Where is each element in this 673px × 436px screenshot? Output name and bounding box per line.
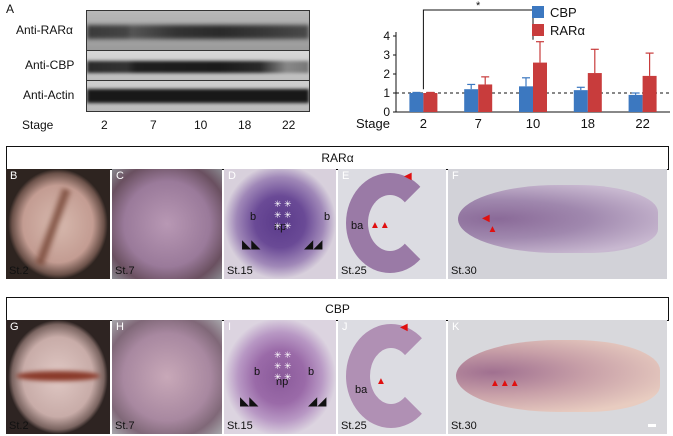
arrowhead-left-i: ◣◣	[240, 394, 259, 408]
stage-label-k: St.30	[451, 420, 477, 432]
stage-label-f: St.30	[451, 265, 477, 277]
embryo-photo-k: K ▲▲▲ St.30	[448, 320, 667, 434]
red-arrowheads-e: ▲▲	[370, 220, 390, 231]
significance-star: *	[476, 0, 481, 12]
panel-letter-d: D	[228, 170, 236, 182]
bar-CBP-18	[573, 90, 588, 112]
y-tick-label-1: 1	[383, 86, 390, 100]
panel-letter-e: E	[342, 170, 350, 182]
y-tick-label-4: 4	[383, 29, 390, 43]
bar-CBP-10	[519, 86, 533, 112]
star-marks-d: ✳ ✳ ✳ ✳ ✳ ✳	[274, 199, 292, 231]
red-arrowhead-j: ▲	[376, 376, 386, 387]
x-tick-label-2: 2	[420, 116, 427, 131]
embryo-photo-h: H St.7	[112, 320, 222, 434]
embryo-photo-b: B St.2	[6, 169, 110, 279]
label-ba-e: ba	[351, 220, 364, 232]
legend-label-RARα: RARα	[550, 23, 585, 38]
panel-letter-a: A	[6, 2, 15, 16]
panel-letter-c: C	[116, 170, 124, 182]
label-ba-j: ba	[355, 384, 368, 396]
stage-label-c: St.7	[115, 265, 135, 277]
bar-RARα-7	[478, 84, 493, 112]
panel-letter-i: I	[228, 321, 232, 333]
label-np-i: np	[276, 376, 289, 388]
blot-actin	[86, 80, 310, 112]
panel-letter-b: B	[10, 170, 18, 182]
x-tick-label-22: 22	[635, 116, 649, 131]
label-b-left-d: b	[250, 211, 257, 223]
red-arrowhead-top-e: ◀	[404, 171, 412, 182]
embryo-photo-j: J ba ▲ ◀ St.25	[338, 320, 446, 434]
bar-RARα-2	[423, 93, 438, 112]
y-tick-label-0: 0	[383, 105, 390, 119]
arrowhead-right-i: ◢◢	[308, 394, 327, 408]
panel-letter-h: H	[116, 321, 124, 333]
legend-swatch-RARα	[532, 24, 544, 36]
blot-stage-10: 10	[194, 118, 208, 132]
embryo-photo-i: I b np b ✳ ✳ ✳ ✳ ✳ ✳ ◣◣ ◢◢ St.15	[224, 320, 336, 434]
blot-label-rar: Anti-RARα	[16, 23, 73, 37]
stage-label-h: St.7	[115, 420, 135, 432]
x-tick-label-7: 7	[475, 116, 482, 131]
bar-CBP-22	[628, 94, 643, 112]
y-tick-label-2: 2	[383, 67, 390, 81]
red-arrowheads-f: ◀ ▲	[482, 213, 498, 235]
cbp-section-header: CBP	[6, 297, 669, 321]
stage-label-i: St.15	[227, 420, 253, 432]
embryo-photo-c: C St.7	[112, 169, 222, 279]
legend-swatch-CBP	[532, 6, 544, 18]
embryo-photo-e: E ba ▲▲ ◀ St.25	[338, 169, 446, 279]
x-tick-label-10: 10	[526, 116, 540, 131]
bar-chart: 0 1 2 3 4 2 7 10 18 22 Stage * CBP RARα	[356, 0, 670, 131]
blot-stage-label: Stage	[22, 118, 54, 132]
panel-letter-f: F	[452, 170, 459, 182]
blot-rar	[86, 10, 310, 52]
label-b-left-i: b	[254, 366, 261, 378]
bar-RARα-22	[642, 75, 657, 112]
blot-stage-2: 2	[101, 118, 108, 132]
bar-CBP-7	[464, 89, 479, 112]
embryo-photo-d: D b np b ✳ ✳ ✳ ✳ ✳ ✳ ◣◣ ◢◢ St.15	[224, 169, 336, 279]
label-np-d: np	[274, 221, 287, 233]
star-marks-i: ✳ ✳ ✳ ✳ ✳ ✳	[274, 350, 292, 382]
rar-section-header: RARα	[6, 146, 669, 170]
embryo-photo-f: F ◀ ▲ St.30	[448, 169, 667, 279]
panel-letter-g: G	[10, 321, 19, 333]
blot-stage-7: 7	[150, 118, 157, 132]
significance-bracket	[422, 9, 534, 90]
bar-RARα-10	[533, 62, 547, 112]
embryo-photo-g: G St.2	[6, 320, 110, 434]
stage-label-e: St.25	[341, 265, 367, 277]
blot-stage-22: 22	[282, 118, 296, 132]
red-arrowhead-top-j: ◀	[400, 322, 408, 333]
panel-letter-k: K	[452, 321, 460, 333]
label-b-right-d: b	[324, 211, 331, 223]
arrowhead-left-d: ◣◣	[242, 237, 261, 251]
stage-label-g: St.2	[9, 420, 29, 432]
bar-RARα-18	[587, 73, 602, 112]
x-axis-label: Stage	[356, 116, 390, 131]
stage-label-d: St.15	[227, 265, 253, 277]
blot-stage-18: 18	[238, 118, 252, 132]
panel-letter-j: J	[342, 321, 348, 333]
stage-label-j: St.25	[341, 420, 367, 432]
arrowhead-right-d: ◢◢	[304, 237, 323, 251]
legend-label-CBP: CBP	[550, 5, 577, 20]
y-tick-label-3: 3	[383, 48, 390, 62]
stage-label-b: St.2	[9, 265, 29, 277]
scale-bar	[648, 424, 656, 427]
blot-label-actin: Anti-Actin	[23, 88, 75, 102]
blot-cbp	[86, 50, 310, 82]
x-tick-label-18: 18	[581, 116, 595, 131]
blot-label-cbp: Anti-CBP	[25, 58, 75, 72]
bar-CBP-2	[409, 93, 424, 112]
red-arrowheads-k: ▲▲▲	[490, 378, 520, 389]
label-b-right-i: b	[308, 366, 315, 378]
